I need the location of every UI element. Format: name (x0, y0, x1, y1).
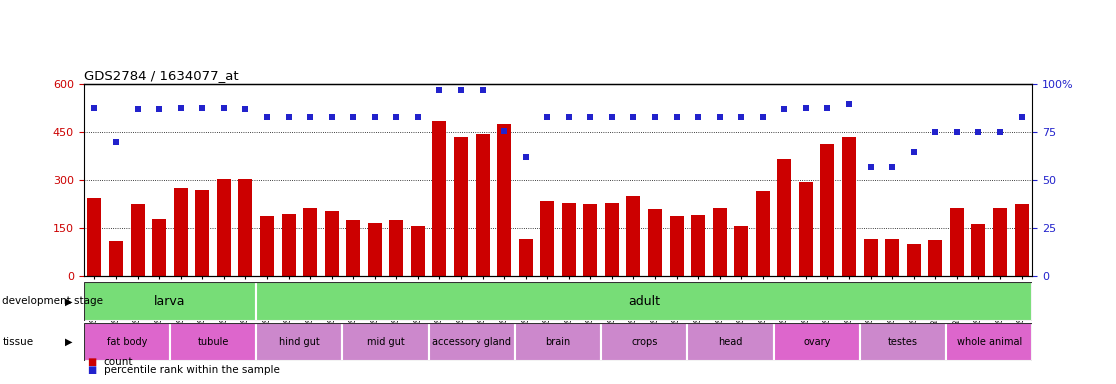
Bar (217, 179, 231, 276)
Text: ▶: ▶ (65, 337, 73, 347)
Bar (257, 323, 343, 361)
Bar (773, 323, 859, 361)
Bar (325, 211, 338, 276)
Bar (475, 134, 490, 276)
Text: fat body: fat body (107, 337, 147, 347)
Bar (648, 209, 662, 276)
Bar (756, 191, 770, 276)
Bar (843, 137, 856, 276)
Bar (602, 323, 687, 361)
Bar (971, 223, 985, 276)
Text: crops: crops (631, 337, 657, 347)
Bar (174, 189, 187, 276)
Bar (411, 226, 425, 276)
Text: mid gut: mid gut (367, 337, 404, 347)
Text: brain: brain (546, 337, 570, 347)
Text: ■: ■ (87, 365, 96, 375)
Bar (734, 226, 748, 276)
Bar (820, 144, 835, 276)
Bar (131, 205, 145, 276)
Bar (195, 190, 210, 276)
Bar (799, 182, 812, 276)
Bar (605, 203, 619, 276)
Bar (170, 323, 257, 361)
Text: head: head (719, 337, 742, 347)
Bar (519, 239, 532, 276)
Bar (561, 203, 576, 276)
Bar (778, 159, 791, 276)
Text: percentile rank within the sample: percentile rank within the sample (104, 365, 280, 375)
Text: ovary: ovary (804, 337, 830, 347)
Text: tubule: tubule (198, 337, 229, 347)
Text: ▶: ▶ (65, 296, 73, 306)
Bar (346, 220, 360, 276)
Bar (514, 323, 602, 361)
Bar (946, 323, 1032, 361)
Bar (109, 241, 123, 276)
Text: ■: ■ (87, 358, 96, 367)
Text: adult: adult (628, 295, 661, 308)
Bar (87, 198, 102, 276)
Bar (584, 204, 597, 276)
Bar (497, 124, 511, 276)
Bar (432, 121, 446, 276)
Bar (691, 215, 705, 276)
Bar (885, 239, 899, 276)
Text: count: count (104, 358, 133, 367)
Bar (687, 323, 773, 361)
Bar (670, 216, 684, 276)
Bar (859, 323, 946, 361)
Bar (864, 239, 877, 276)
Bar (454, 137, 468, 276)
Bar (84, 282, 257, 321)
Bar (429, 323, 514, 361)
Bar (368, 223, 382, 276)
Bar (626, 196, 641, 276)
Bar (260, 216, 273, 276)
Bar (281, 214, 296, 276)
Bar (906, 245, 921, 276)
Text: accessory gland: accessory gland (432, 337, 511, 347)
Text: development stage: development stage (2, 296, 104, 306)
Bar (389, 220, 403, 276)
Text: larva: larva (154, 295, 185, 308)
Text: tissue: tissue (2, 337, 33, 347)
Bar (713, 208, 727, 276)
Bar (993, 208, 1007, 276)
Bar (343, 323, 429, 361)
Text: whole animal: whole animal (956, 337, 1022, 347)
Text: testes: testes (888, 337, 918, 347)
Bar (257, 282, 1032, 321)
Bar (950, 208, 964, 276)
Bar (152, 219, 166, 276)
Bar (84, 323, 170, 361)
Text: GDS2784 / 1634077_at: GDS2784 / 1634077_at (84, 69, 239, 82)
Bar (304, 208, 317, 276)
Bar (540, 201, 555, 276)
Text: hind gut: hind gut (279, 337, 319, 347)
Bar (239, 179, 252, 276)
Bar (1014, 205, 1029, 276)
Bar (929, 240, 942, 276)
